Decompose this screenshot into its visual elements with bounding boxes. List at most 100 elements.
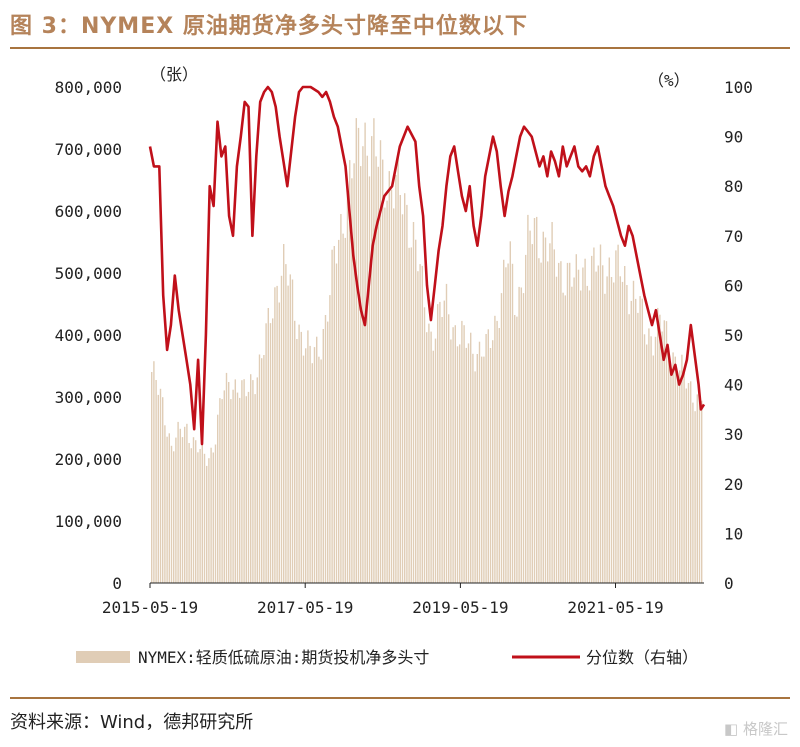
y-left-tick-label: 400,000	[55, 326, 122, 345]
bar	[672, 352, 674, 583]
bar	[496, 320, 498, 583]
bar	[265, 323, 267, 583]
bar	[219, 398, 221, 583]
bar	[489, 348, 492, 583]
bar	[452, 327, 454, 583]
bar	[459, 344, 461, 583]
bar	[230, 399, 232, 583]
bar	[300, 331, 302, 583]
bar	[316, 336, 318, 583]
bar	[626, 285, 628, 583]
bar	[663, 320, 665, 583]
bar	[173, 451, 175, 583]
bar	[280, 275, 283, 583]
bar	[685, 388, 687, 583]
bar	[615, 250, 617, 583]
y-right-tick-label: 80	[724, 177, 743, 196]
bar	[379, 140, 382, 583]
bar	[168, 433, 170, 583]
bar-series	[151, 118, 703, 584]
bar	[503, 259, 505, 583]
bar	[657, 307, 659, 583]
bar	[393, 208, 395, 583]
bar	[179, 428, 181, 583]
bar	[698, 390, 701, 583]
bar	[283, 244, 285, 583]
bar	[390, 189, 393, 583]
bar	[421, 265, 423, 583]
y-right-tick-label: 30	[724, 425, 743, 444]
bar	[606, 276, 608, 583]
bar	[208, 458, 210, 583]
bar	[522, 293, 525, 583]
source-note: 资料来源：Wind，德邦研究所	[10, 712, 254, 733]
bar	[692, 402, 694, 583]
footer-rule	[10, 697, 790, 699]
bar	[415, 239, 417, 583]
bar	[652, 355, 654, 583]
bar	[604, 293, 606, 583]
bar	[560, 261, 562, 583]
bar	[588, 290, 591, 583]
bar	[296, 339, 298, 583]
bar	[170, 445, 173, 583]
bar	[263, 355, 265, 583]
bar	[258, 354, 261, 583]
bar	[426, 332, 428, 583]
y-left-tick-label: 200,000	[55, 450, 122, 469]
y-left-tick-label: 300,000	[55, 388, 122, 407]
bar	[597, 265, 599, 583]
bar	[197, 452, 199, 583]
bar	[199, 449, 201, 583]
y-left-tick-label: 500,000	[55, 264, 122, 283]
bar	[243, 379, 245, 583]
bar	[577, 269, 580, 583]
bar	[375, 156, 377, 583]
bar	[544, 237, 547, 583]
bar	[340, 214, 342, 583]
bar	[320, 359, 322, 583]
bar	[318, 356, 320, 583]
y-right-tick-label: 20	[724, 475, 743, 494]
bar	[166, 436, 168, 583]
y-right-tick-label: 60	[724, 276, 743, 295]
legend-bar-swatch	[76, 651, 130, 663]
bar	[234, 379, 236, 583]
bar	[566, 262, 569, 583]
bar	[564, 295, 566, 583]
bar	[639, 296, 641, 583]
bar	[155, 380, 157, 583]
y-right-unit: （%）	[648, 71, 690, 90]
bar	[637, 312, 639, 583]
y-right-tick-label: 50	[724, 326, 743, 345]
bar	[670, 366, 672, 583]
bar	[610, 277, 613, 583]
bar	[602, 265, 604, 583]
line-series	[148, 85, 706, 446]
bar	[360, 166, 362, 583]
bar	[184, 426, 186, 583]
y-left-tick-label: 0	[112, 574, 122, 593]
bar	[516, 316, 518, 583]
bar	[221, 399, 223, 583]
bar	[470, 332, 472, 583]
bar	[355, 118, 357, 583]
bar	[575, 254, 577, 583]
bar	[366, 155, 368, 583]
bar	[267, 308, 269, 583]
bar	[232, 389, 234, 583]
bar	[540, 262, 542, 583]
bar	[668, 353, 670, 583]
bar	[274, 287, 276, 583]
bar	[362, 146, 364, 583]
bar	[441, 317, 443, 583]
bar	[333, 246, 335, 583]
bar	[164, 425, 166, 583]
bar	[472, 353, 474, 583]
bar	[272, 318, 274, 583]
bar	[313, 347, 316, 583]
bar	[582, 267, 584, 583]
bar	[261, 358, 263, 583]
y-left-tick-label: 100,000	[55, 512, 122, 531]
y-right-tick-label: 100	[724, 78, 753, 97]
